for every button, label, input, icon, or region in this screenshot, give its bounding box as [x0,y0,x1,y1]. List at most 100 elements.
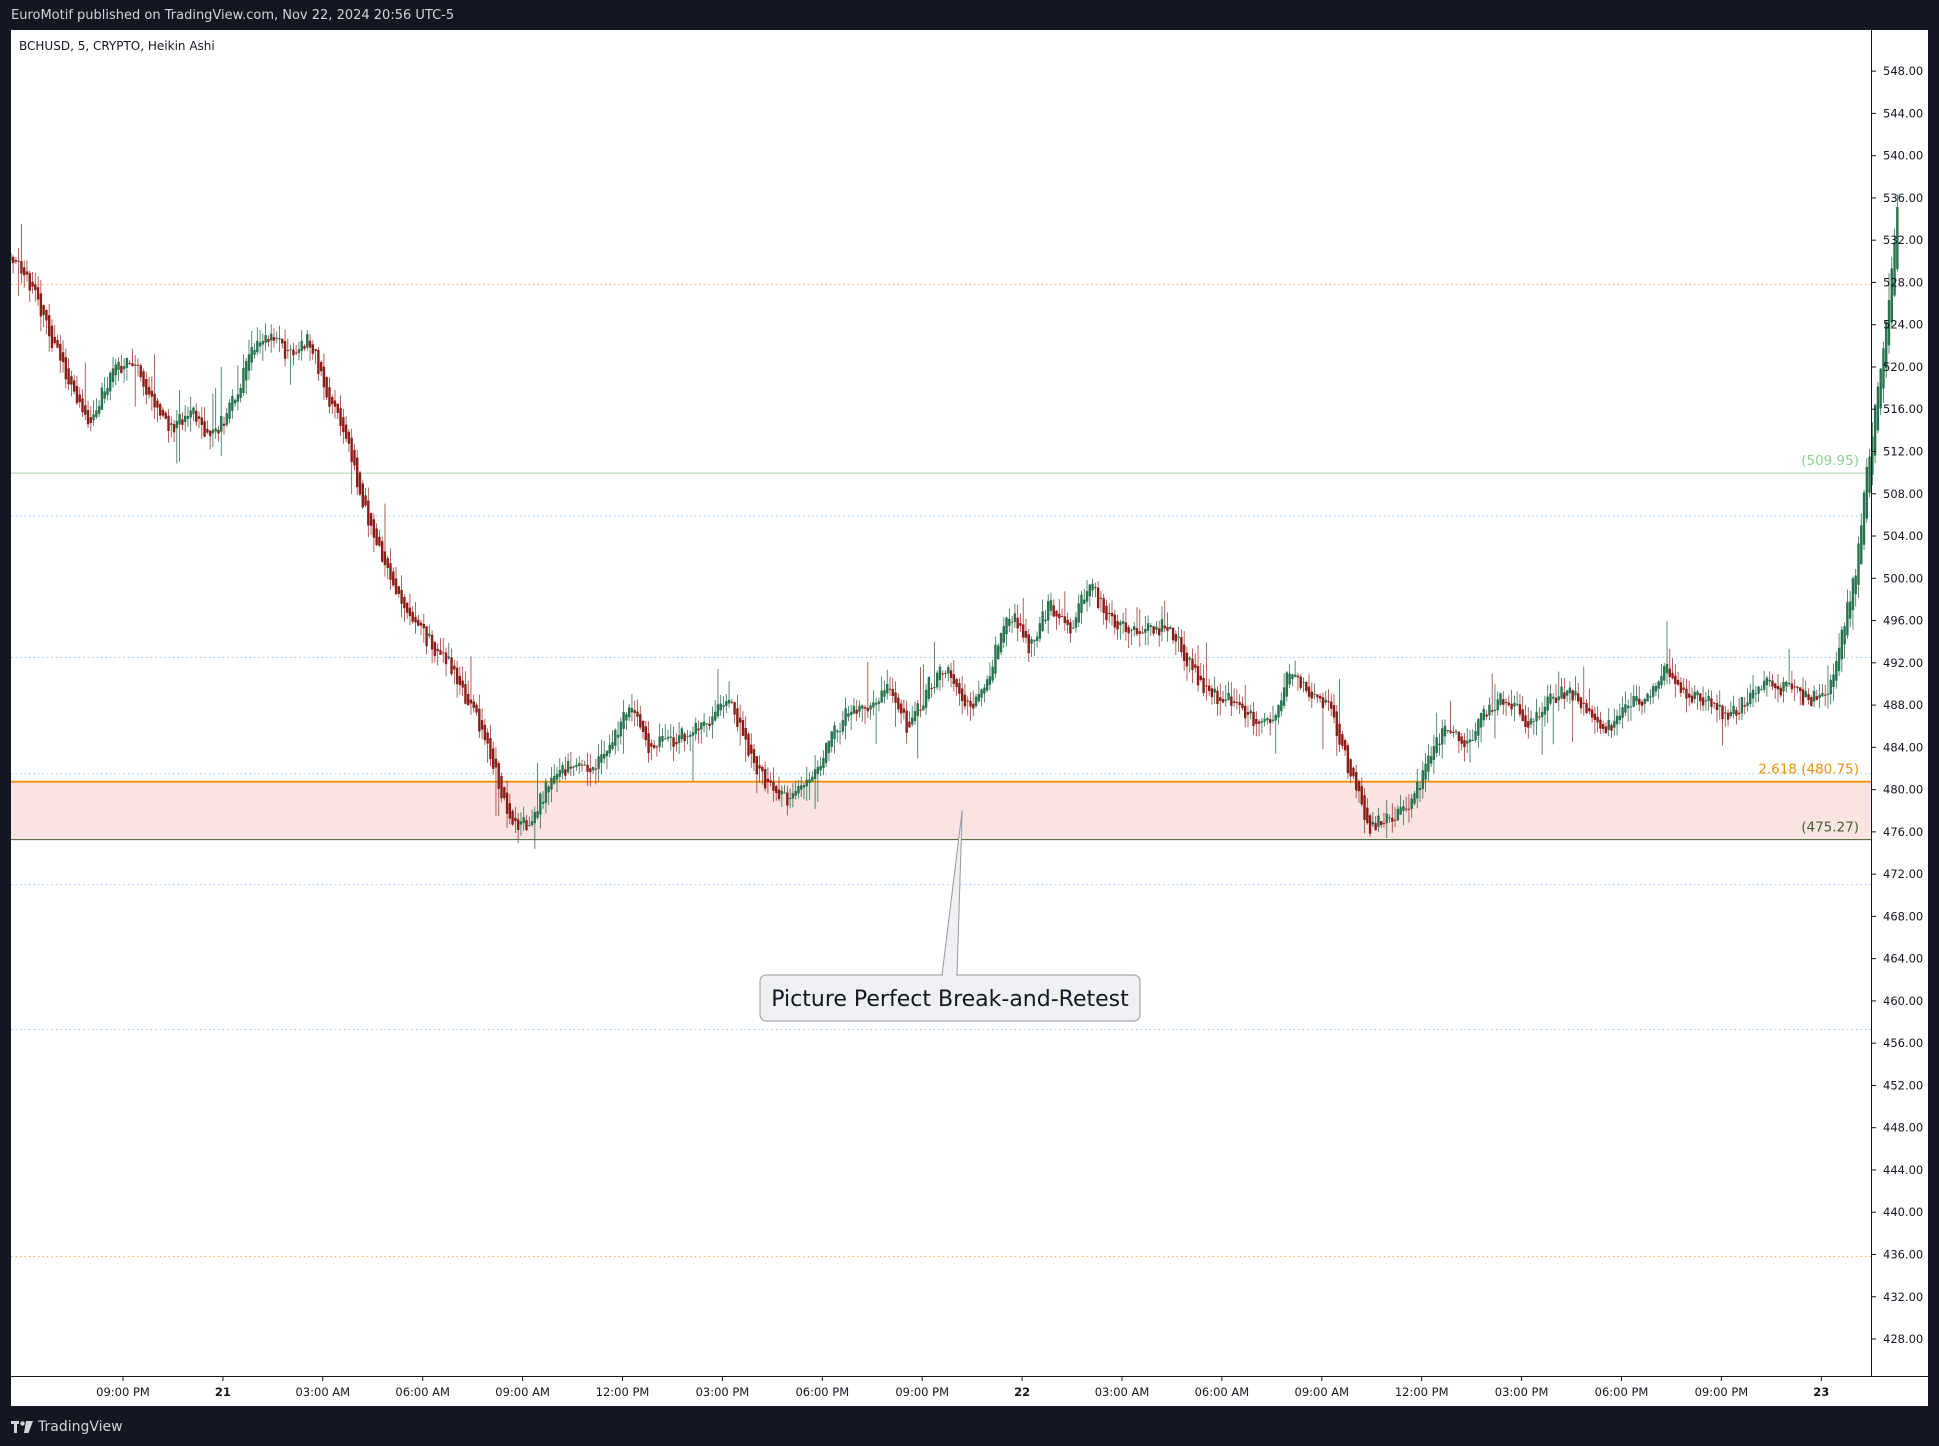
candle-body [264,335,267,343]
candle-body [511,810,514,825]
candle-body [1460,736,1463,744]
candle-body [344,424,348,439]
candle-body [1418,787,1422,791]
candle-body [1699,693,1702,702]
time-tick-label: 12:00 PM [1395,1385,1449,1399]
candle-body [389,563,392,580]
candle-body [1466,740,1469,744]
time-tick-label: 06:00 PM [1595,1385,1649,1399]
candle-body [1133,626,1136,630]
candle-body [1130,629,1133,631]
price-tick-label: 440.00 [1883,1205,1923,1219]
candle-body [791,793,795,799]
price-chart[interactable]: (509.95) 2.618 (480.75) (475.27) Picture P… [11,30,1928,1406]
candle-body [72,380,76,392]
candle-body [430,634,434,650]
candle-body [1843,626,1846,645]
candle-body [1640,701,1644,706]
candle-body [17,260,20,262]
candle-body [861,705,864,709]
candle-body [1213,688,1216,693]
chart-area[interactable]: (509.95) 2.618 (480.75) (475.27) Picture P… [11,30,1928,1406]
candle-body [808,779,811,784]
candle-body [1471,739,1474,741]
candle-body [1396,808,1400,821]
candle-body [547,786,550,793]
candle-body [494,758,498,768]
candle-body [855,709,858,714]
candle-body [403,596,406,609]
candle-body [899,703,903,714]
candle-body [1515,703,1519,705]
candle-body [1127,627,1130,634]
candle-body [1210,688,1214,698]
candle-body [1790,683,1794,690]
candle-body [1146,623,1150,631]
candle-body [106,387,109,396]
candle-body [802,785,806,788]
level-label-1: (509.95) [1801,453,1859,469]
tradingview-logo[interactable]: TradingView [11,1418,123,1436]
candle-body [1316,694,1319,698]
candle-body [417,619,420,626]
candle-body [1252,711,1255,726]
candle-body [461,680,464,688]
candle-body [919,709,922,711]
candle-body [933,686,936,689]
candle-body [1224,699,1227,701]
candle-body [50,325,54,349]
candle-body [117,361,120,370]
candle-body [1341,734,1344,746]
candle-body [192,407,195,414]
candle-body [650,743,653,747]
price-tick-label: 448.00 [1883,1121,1923,1135]
candle-body [572,766,575,768]
candle-body [661,735,664,742]
candle-body [1477,719,1480,736]
candle-body [28,272,31,291]
candle-body [1804,691,1807,698]
candle-body [258,342,262,347]
candle-body [1632,696,1635,707]
candle-body [436,649,439,652]
candle-body [627,707,631,718]
candle-body [1893,242,1896,296]
candle-body [253,349,256,355]
candle-body [1682,687,1685,690]
candle-body [733,702,736,715]
candle-body [1094,587,1097,589]
candle-body [331,396,334,405]
candle-body [1793,686,1796,688]
candle-body [594,768,598,770]
candle-body [1579,697,1583,709]
candle-body [1715,703,1719,711]
candle-body [1671,672,1674,679]
candle-body [1271,719,1275,722]
candle-body [1205,685,1208,687]
candle-body [869,705,872,710]
symbol-legend[interactable]: BCHUSD, 5, CRYPTO, Heikin Ashi [19,39,215,53]
candle-body [1407,808,1411,810]
candle-body [1124,622,1128,632]
candle-body [1035,636,1039,641]
candle-body [625,714,628,721]
time-tick-label: 03:00 PM [1495,1385,1549,1399]
level-label-5: 2.618 (480.75) [1758,762,1859,778]
candle-body [700,722,703,730]
candle-body [1157,628,1161,636]
candle-body [1810,697,1813,706]
candle-body [1069,622,1072,634]
candle-body [311,344,315,354]
candle-body [1815,696,1819,700]
candle-body [1302,681,1305,683]
candle-body [1599,719,1602,729]
candle-body [1535,711,1538,722]
candle-body [1219,697,1222,701]
candle-body [178,414,181,425]
candle-body [747,733,750,756]
candle-body [422,624,426,629]
candle-body [1443,725,1447,737]
candle-body [1590,709,1594,718]
retest-zone [11,781,1871,840]
candle-body [61,352,65,363]
